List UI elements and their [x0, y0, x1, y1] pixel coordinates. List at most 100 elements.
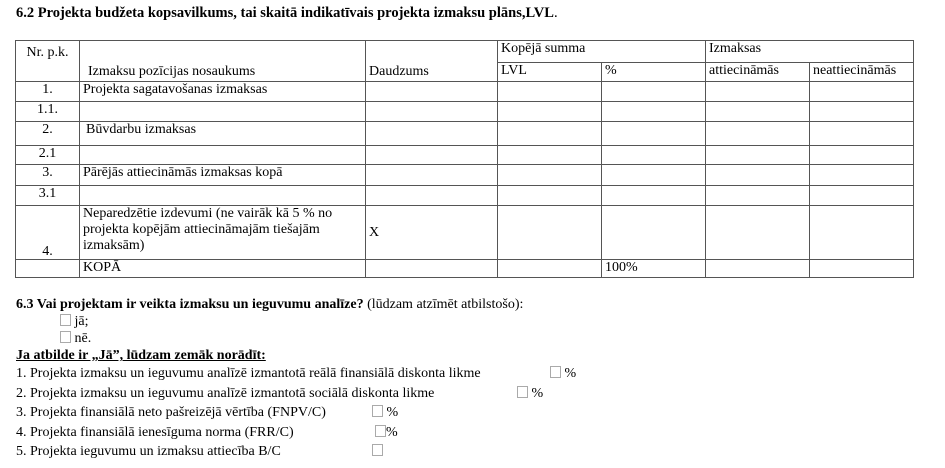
item-value[interactable]: % — [372, 405, 398, 421]
header-name: Izmaksu pozīcijas nosaukums — [79, 40, 366, 82]
subheading: Ja atbilde ir „Jā”, lūdzam zemāk norādīt… — [16, 348, 266, 363]
item-value[interactable]: % — [517, 385, 544, 402]
cell-eligible — [705, 164, 810, 186]
cell-pct — [601, 101, 706, 122]
cell-qty — [365, 259, 498, 278]
cell-qty — [365, 81, 498, 102]
value-field[interactable] — [375, 424, 386, 437]
header-nr: Nr. p.k. — [15, 40, 80, 82]
cell-qty — [365, 164, 498, 186]
header-eligible: attiecināmās — [705, 62, 810, 82]
cell-qty: X — [365, 205, 498, 260]
cell-nr: 1. — [15, 81, 80, 102]
item-value[interactable]: % — [375, 424, 398, 441]
cell-lvl — [497, 81, 602, 102]
cell-eligible — [705, 81, 810, 102]
table-row: 2. Būvdarbu izmaksas — [15, 121, 914, 146]
item-unit: % — [561, 366, 577, 381]
analysis-item: 4. Projekta finansiālā ienesīguma norma … — [16, 425, 294, 441]
cell-pct — [601, 185, 706, 206]
cell-nr: 4. — [15, 205, 80, 260]
cell-lvl — [497, 145, 602, 165]
cell-pct — [601, 145, 706, 165]
cell-eligible — [705, 259, 810, 278]
cell-name: Projekta sagatavošanas izmaksas — [79, 81, 366, 102]
cell-eligible — [705, 101, 810, 122]
cell-name: Būvdarbu izmaksas — [79, 121, 366, 146]
cell-name: Neparedzētie izdevumi (ne vairāk kā 5 % … — [79, 205, 366, 260]
cell-nr: 1.1. — [15, 101, 80, 122]
analysis-item: 2. Projekta izmaksu un ieguvumu analīzē … — [16, 386, 434, 402]
cell-nr: 2.1 — [15, 145, 80, 165]
option-no-label: nē. — [74, 331, 92, 346]
item-unit: % — [528, 385, 544, 401]
cell-lvl — [497, 259, 602, 278]
option-yes[interactable]: jā; — [60, 314, 89, 330]
cell-lvl — [497, 101, 602, 122]
cell-eligible — [705, 205, 810, 260]
cell-ineligible — [809, 145, 914, 165]
cell-ineligible — [809, 185, 914, 206]
cell-ineligible — [809, 259, 914, 278]
cell-eligible — [705, 145, 810, 165]
value-field[interactable] — [372, 405, 383, 417]
table-row: 2.1 — [15, 145, 914, 165]
cell-qty — [365, 185, 498, 206]
cell-name — [79, 101, 366, 122]
section-6-2-title: 6.2 Projekta budžeta kopsavilkums, tai s… — [16, 5, 558, 22]
cell-lvl — [497, 164, 602, 186]
header-lvl: LVL — [497, 62, 602, 82]
cell-name: Pārējās attiecināmās izmaksas kopā — [79, 164, 366, 186]
cell-pct — [601, 205, 706, 260]
cell-name — [79, 185, 366, 206]
value-field[interactable] — [550, 366, 561, 378]
cell-lvl — [497, 185, 602, 206]
question-text: 6.3 Vai projektam ir veikta izmaksu un i… — [16, 297, 364, 312]
cell-pct: 100% — [601, 259, 706, 278]
checkbox-no[interactable] — [60, 331, 71, 343]
table-row: 1. Projekta sagatavošanas izmaksas — [15, 81, 914, 102]
analysis-item: 3. Projekta finansiālā neto pašreizējā v… — [16, 405, 326, 421]
item-value[interactable] — [372, 444, 383, 460]
cell-lvl — [497, 205, 602, 260]
cell-lvl — [497, 121, 602, 146]
item-value[interactable]: % — [550, 366, 576, 382]
option-no[interactable]: nē. — [60, 331, 91, 347]
cell-eligible — [705, 185, 810, 206]
checkbox-yes[interactable] — [60, 314, 71, 326]
cell-nr: 3. — [15, 164, 80, 186]
cell-ineligible — [809, 81, 914, 102]
table-row: 3.1 — [15, 185, 914, 206]
item-label: 4. Projekta finansiālā ienesīguma norma … — [16, 424, 294, 440]
cell-nr: 2. — [15, 121, 80, 146]
item-label: 3. Projekta finansiālā neto pašreizējā v… — [16, 405, 326, 420]
cell-name — [79, 145, 366, 165]
value-field[interactable] — [372, 444, 383, 456]
table-row: 1.1. — [15, 101, 914, 122]
cell-nr — [15, 259, 80, 278]
cell-eligible — [705, 121, 810, 146]
cell-nr: 3.1 — [15, 185, 80, 206]
analysis-item: 1. Projekta izmaksu un ieguvumu analīzē … — [16, 366, 481, 382]
cell-ineligible — [809, 101, 914, 122]
cell-qty — [365, 145, 498, 165]
budget-table: Nr. p.k. Izmaksu pozīcijas nosaukums Dau… — [15, 40, 914, 278]
value-field[interactable] — [517, 385, 528, 398]
cell-pct — [601, 164, 706, 186]
cell-qty — [365, 121, 498, 146]
question-hint: (lūdzam atzīmēt atbilstošo): — [363, 297, 524, 312]
cell-qty — [365, 101, 498, 122]
header-qty: Daudzums — [365, 40, 498, 82]
option-yes-label: jā; — [74, 314, 89, 329]
table-row: KOPĀ 100% — [15, 259, 914, 278]
item-unit: % — [386, 424, 398, 440]
item-label: 2. Projekta izmaksu un ieguvumu analīzē … — [16, 385, 435, 401]
header-pct: % — [601, 62, 706, 82]
analysis-item: 5. Projekta ieguvumu un izmaksu attiecīb… — [16, 444, 281, 460]
item-unit: % — [383, 405, 399, 420]
cell-name: KOPĀ — [79, 259, 366, 278]
cell-ineligible — [809, 205, 914, 260]
cell-pct — [601, 121, 706, 146]
item-label: 5. Projekta ieguvumu un izmaksu attiecīb… — [16, 444, 281, 459]
item-label: 1. Projekta izmaksu un ieguvumu analīzē … — [16, 366, 481, 381]
